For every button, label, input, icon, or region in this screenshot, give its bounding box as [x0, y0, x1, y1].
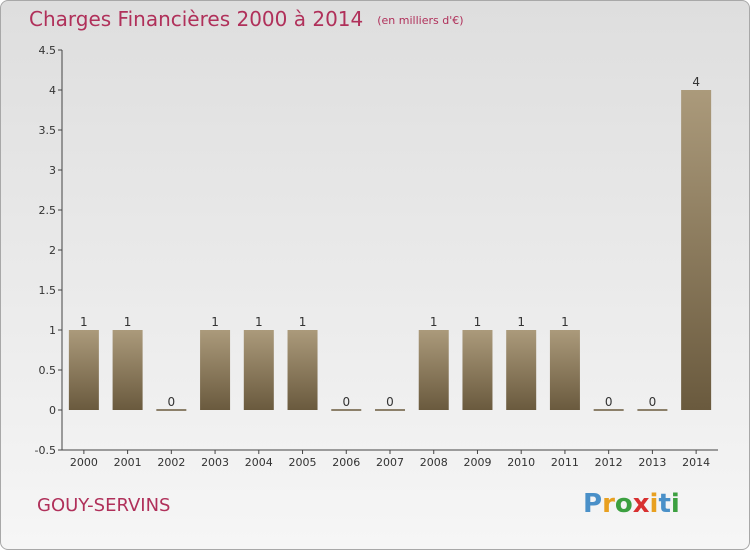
- x-tick-label: 2000: [70, 456, 98, 469]
- logo-letter: o: [614, 489, 633, 519]
- data-label: 1: [517, 315, 525, 329]
- commune-name: GOUY-SERVINS: [37, 495, 171, 516]
- data-label: 0: [605, 395, 613, 409]
- data-label: 4: [692, 75, 700, 89]
- bar: [287, 330, 318, 410]
- x-tick-label: 2013: [638, 456, 666, 469]
- x-tick-label: 2003: [201, 456, 229, 469]
- x-tick-label: 2014: [682, 456, 710, 469]
- data-label: 0: [386, 395, 394, 409]
- data-label: 1: [255, 315, 263, 329]
- chart-title: Charges Financières 2000 à 2014 (en milli…: [29, 7, 464, 31]
- x-tick-label: 2010: [507, 456, 535, 469]
- logo-letter: P: [583, 489, 603, 519]
- bar: [68, 330, 99, 410]
- title-text: Charges Financières 2000 à 2014: [29, 7, 364, 31]
- x-tick-label: 2008: [420, 456, 448, 469]
- bar: [681, 90, 712, 410]
- data-label: 1: [211, 315, 219, 329]
- data-label: 1: [124, 315, 132, 329]
- data-label: 1: [80, 315, 88, 329]
- x-tick-label: 2009: [463, 456, 491, 469]
- data-label: 0: [342, 395, 350, 409]
- y-tick-label: 1.5: [39, 284, 57, 297]
- bar: [200, 330, 231, 410]
- x-tick-label: 2005: [289, 456, 317, 469]
- data-label: 0: [168, 395, 176, 409]
- y-tick-label: 2.5: [39, 204, 57, 217]
- y-tick-label: -0.5: [35, 444, 56, 457]
- chart-subtitle: (en milliers d'€): [377, 14, 464, 27]
- logo-letter: i: [670, 489, 680, 519]
- bar: [243, 330, 274, 410]
- logo-letter: i: [649, 489, 659, 519]
- y-tick-label: 1: [49, 324, 56, 337]
- x-tick-label: 2002: [157, 456, 185, 469]
- bar: [462, 330, 493, 410]
- bar: [506, 330, 537, 410]
- bar: [418, 330, 449, 410]
- y-tick-label: 0: [49, 404, 56, 417]
- x-tick-label: 2001: [114, 456, 142, 469]
- logo-letter: t: [658, 489, 671, 519]
- data-label: 1: [474, 315, 482, 329]
- x-tick-label: 2012: [595, 456, 623, 469]
- data-label: 1: [561, 315, 569, 329]
- y-tick-label: 3.5: [39, 124, 57, 137]
- data-label: 0: [649, 395, 657, 409]
- data-label: 1: [430, 315, 438, 329]
- x-tick-label: 2004: [245, 456, 273, 469]
- data-label: 1: [299, 315, 307, 329]
- bar: [549, 330, 580, 410]
- y-tick-label: 3: [49, 164, 56, 177]
- logo-letter: r: [602, 489, 615, 519]
- x-tick-label: 2007: [376, 456, 404, 469]
- bar: [112, 330, 143, 410]
- x-tick-label: 2006: [332, 456, 360, 469]
- y-tick-label: 2: [49, 244, 56, 257]
- y-tick-label: 4: [49, 84, 56, 97]
- logo-letter: x: [632, 489, 650, 519]
- x-tick-label: 2011: [551, 456, 579, 469]
- proxiti-logo: Proxiti: [583, 489, 680, 519]
- y-tick-label: 0.5: [39, 364, 57, 377]
- y-tick-label: 4.5: [39, 44, 57, 57]
